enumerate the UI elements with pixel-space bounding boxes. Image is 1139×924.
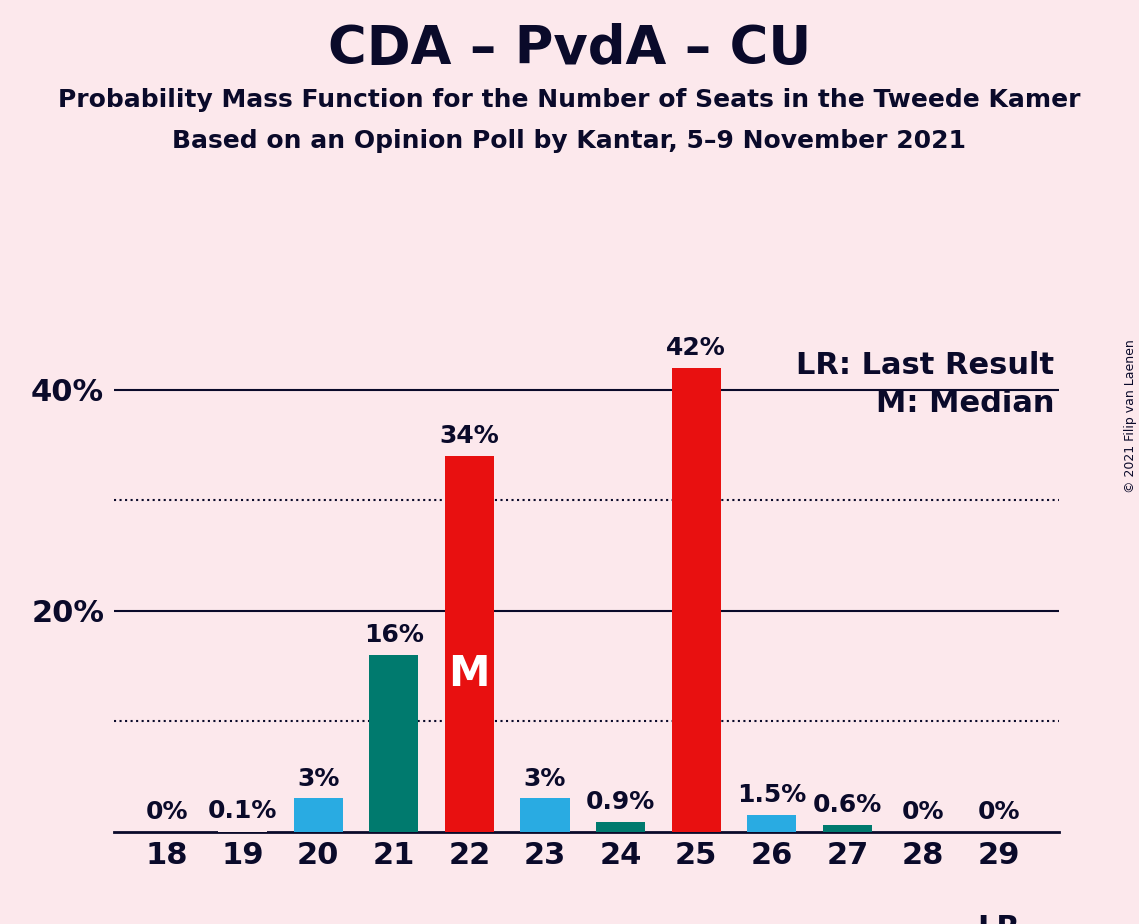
Text: 42%: 42% <box>666 335 727 359</box>
Text: 34%: 34% <box>440 424 499 448</box>
Text: 16%: 16% <box>363 623 424 647</box>
Text: 0%: 0% <box>977 800 1021 824</box>
Text: M: M <box>449 653 490 695</box>
Bar <box>445 456 494 832</box>
Bar <box>294 798 343 832</box>
Bar <box>747 815 796 832</box>
Bar <box>218 831 267 832</box>
Text: © 2021 Filip van Laenen: © 2021 Filip van Laenen <box>1124 339 1137 492</box>
Bar <box>521 798 570 832</box>
Bar <box>822 825 872 832</box>
Text: 3%: 3% <box>297 767 339 791</box>
Text: Probability Mass Function for the Number of Seats in the Tweede Kamer: Probability Mass Function for the Number… <box>58 88 1081 112</box>
Bar <box>672 368 721 832</box>
Text: Based on an Opinion Poll by Kantar, 5–9 November 2021: Based on an Opinion Poll by Kantar, 5–9 … <box>172 129 967 153</box>
Text: 1.5%: 1.5% <box>737 784 806 808</box>
Text: 0%: 0% <box>146 800 188 824</box>
Text: LR: Last Result: LR: Last Result <box>796 351 1055 381</box>
Text: M: Median: M: Median <box>876 390 1055 419</box>
Text: 0.6%: 0.6% <box>813 793 882 817</box>
Text: LR: LR <box>977 915 1021 924</box>
Text: 0.9%: 0.9% <box>585 790 655 814</box>
Bar <box>596 821 645 832</box>
Text: 3%: 3% <box>524 767 566 791</box>
Text: 0.1%: 0.1% <box>207 798 277 822</box>
Bar <box>369 655 418 832</box>
Text: CDA – PvdA – CU: CDA – PvdA – CU <box>328 23 811 75</box>
Text: 0%: 0% <box>902 800 944 824</box>
